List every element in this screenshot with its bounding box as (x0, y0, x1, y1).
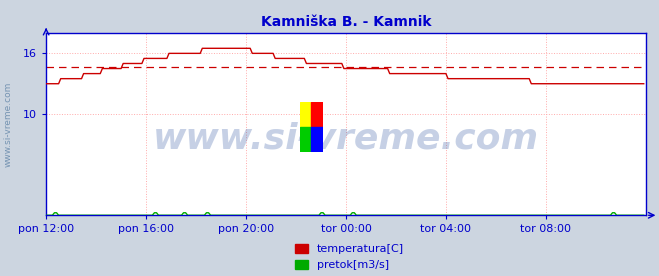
Text: www.si-vreme.com: www.si-vreme.com (153, 122, 539, 156)
Bar (300, 127, 312, 152)
Bar (312, 102, 323, 127)
Title: Kamniška B. - Kamnik: Kamniška B. - Kamnik (261, 15, 431, 29)
Text: www.si-vreme.com: www.si-vreme.com (3, 81, 13, 167)
Bar (300, 102, 312, 127)
Bar (312, 127, 323, 152)
Legend: temperatura[C], pretok[m3/s]: temperatura[C], pretok[m3/s] (295, 244, 404, 270)
